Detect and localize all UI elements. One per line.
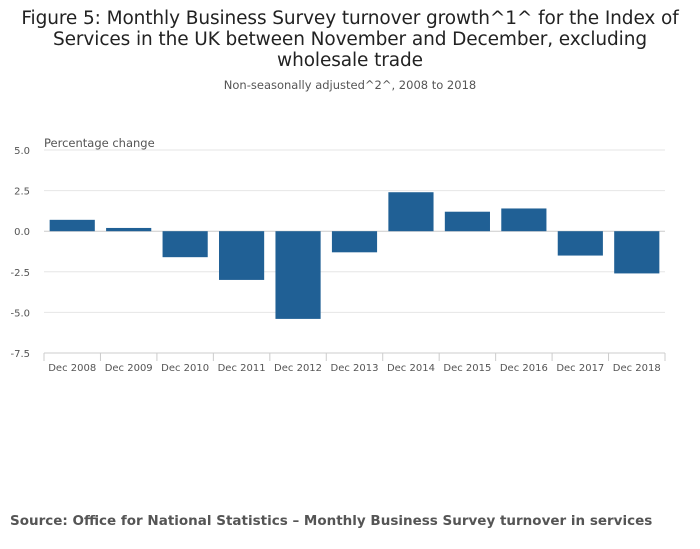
x-tick-label: Dec 2009 xyxy=(105,363,153,374)
bar-dec-2013[interactable] xyxy=(331,231,378,253)
y-axis: 5.0 2.5 0.0 -2.5 -5.0 -7.5 xyxy=(10,146,30,360)
bar-dec-2014[interactable] xyxy=(388,192,434,232)
y-tick-label: -7.5 xyxy=(10,349,30,360)
bar-dec-2010[interactable] xyxy=(162,231,208,258)
bar-dec-2017[interactable] xyxy=(557,231,603,256)
x-tick-label: Dec 2017 xyxy=(556,363,604,374)
x-tick-label: Dec 2012 xyxy=(274,363,322,374)
bar-dec-2018[interactable] xyxy=(614,231,660,274)
bar-dec-2016[interactable] xyxy=(501,208,547,232)
bar-dec-2009[interactable] xyxy=(106,227,152,232)
x-tick-label: Dec 2015 xyxy=(443,363,491,374)
x-tick-label: Dec 2014 xyxy=(387,363,435,374)
y-tick-label: 2.5 xyxy=(14,187,30,198)
y-tick-label: -5.0 xyxy=(10,308,30,319)
x-tick-label: Dec 2011 xyxy=(218,363,266,374)
chart-subtitle: Non-seasonally adjusted^2^, 2008 to 2018 xyxy=(223,78,477,92)
bar-dec-2015[interactable] xyxy=(444,211,490,232)
x-tick-label: Dec 2008 xyxy=(48,363,96,374)
x-tick-label: Dec 2013 xyxy=(331,363,379,374)
bar-dec-2008[interactable] xyxy=(49,219,95,232)
bar-dec-2012[interactable] xyxy=(275,231,321,319)
x-tick-label: Dec 2018 xyxy=(613,363,661,374)
bar-dec-2011[interactable] xyxy=(219,231,265,280)
y-tick-label: 0.0 xyxy=(14,227,30,238)
chart-title: Figure 5: Monthly Business Survey turnov… xyxy=(21,8,679,71)
y-axis-label: Percentage change xyxy=(44,136,155,150)
x-axis: Dec 2008 Dec 2009 Dec 2010 Dec 2011 Dec 2012… xyxy=(43,352,666,374)
x-tick-label: Dec 2010 xyxy=(161,363,209,374)
x-tick-label: Dec 2016 xyxy=(500,363,548,374)
bars xyxy=(49,192,660,319)
y-tick-label: 5.0 xyxy=(14,146,30,157)
source-note: Source: Office for National Statistics –… xyxy=(10,513,653,529)
y-tick-label: -2.5 xyxy=(10,268,30,279)
